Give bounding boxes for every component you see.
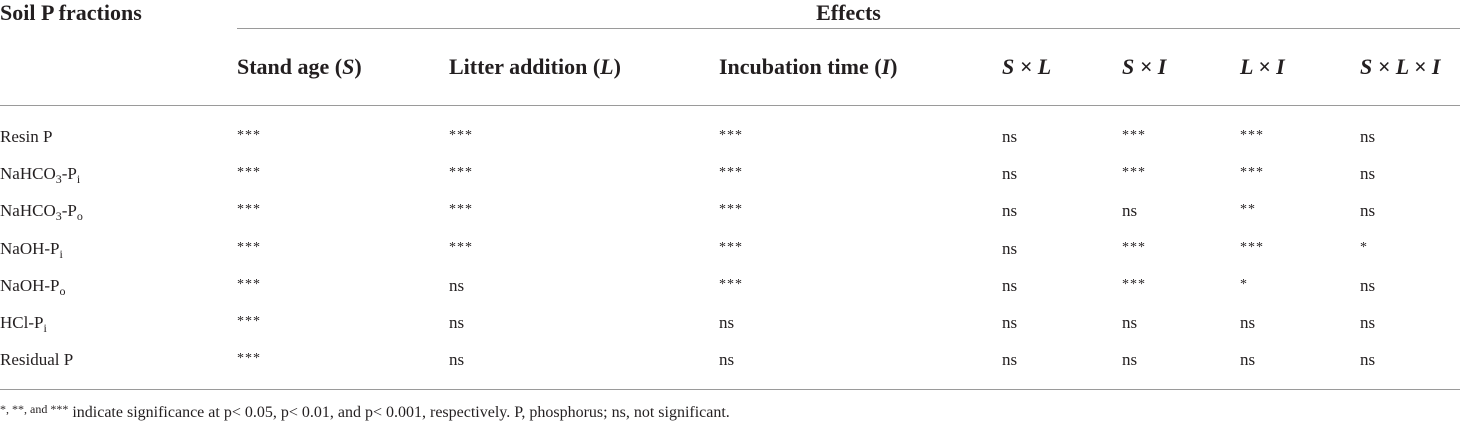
significance-table: Soil P fractions Effects Stand age (S) Li… [0, 0, 1460, 390]
significance-cell: *** [1240, 164, 1264, 180]
row-label: NaHCO3-Pi [0, 163, 81, 186]
row-label: Residual P [0, 350, 74, 370]
row-label: Resin P [0, 126, 53, 146]
effects-group-header: Effects [816, 0, 881, 25]
table-row: NaHCO3-Pi *** *** *** ns *** *** ns [0, 155, 1460, 192]
significance-cell: ns [1360, 350, 1376, 370]
significance-cell: * [1360, 239, 1368, 255]
significance-cell: *** [1122, 276, 1146, 292]
column-header: L × I [1240, 28, 1360, 106]
significance-cell: ns [449, 350, 465, 370]
significance-cell: *** [237, 276, 261, 292]
significance-cell: *** [449, 164, 473, 180]
significance-cell: ns [1122, 313, 1138, 333]
significance-cell: ns [449, 275, 465, 295]
significance-cell: *** [1122, 239, 1146, 255]
significance-cell: *** [237, 127, 261, 143]
table-row: NaOH-Po *** ns *** ns *** * ns [0, 267, 1460, 304]
significance-cell: ns [1002, 201, 1018, 221]
significance-cell: *** [1122, 164, 1146, 180]
significance-cell: *** [449, 127, 473, 143]
significance-cell: ns [1360, 275, 1376, 295]
table-row: Resin P *** *** *** ns *** *** ns [0, 106, 1460, 156]
significance-cell: ns [1122, 201, 1138, 221]
significance-cell: *** [449, 202, 473, 218]
significance-cell: *** [719, 202, 743, 218]
significance-cell: ns [1122, 350, 1138, 370]
significance-cell: ns [1002, 275, 1018, 295]
significance-cell: *** [237, 351, 261, 367]
significance-cell: ns [1002, 163, 1018, 183]
significance-cell: *** [719, 164, 743, 180]
footnote-symbols: *, **, and *** [0, 402, 69, 416]
significance-cell: *** [1122, 127, 1146, 143]
column-header: Litter addition (L) [449, 28, 719, 106]
row-label: HCl-Pi [0, 313, 47, 336]
row-label: NaOH-Pi [0, 238, 63, 261]
significance-cell: ** [1240, 202, 1256, 218]
significance-cell: *** [449, 239, 473, 255]
significance-cell: ns [1360, 201, 1376, 221]
significance-cell: *** [1240, 127, 1264, 143]
significance-cell: ns [1360, 163, 1376, 183]
footnote-text: indicate significance at p< 0.05, p< 0.0… [68, 404, 730, 421]
row-label: NaOH-Po [0, 275, 66, 298]
table-body: Resin P *** *** *** ns *** *** ns NaHCO3-Pi *** **… [0, 106, 1460, 390]
significance-cell: ns [1002, 126, 1018, 146]
significance-cell: ns [719, 350, 735, 370]
table-row: HCl-Pi *** ns ns ns ns ns ns [0, 304, 1460, 341]
significance-cell: *** [719, 127, 743, 143]
significance-cell: *** [719, 276, 743, 292]
column-header: Stand age (S) [237, 28, 449, 106]
significance-cell: ns [1002, 350, 1018, 370]
significance-cell: ns [1360, 313, 1376, 333]
table-row: NaOH-Pi *** *** *** ns *** *** * [0, 230, 1460, 267]
significance-cell: *** [237, 202, 261, 218]
significance-cell: ns [1360, 126, 1376, 146]
significance-cell: ns [449, 313, 465, 333]
significance-cell: ns [1002, 238, 1018, 258]
significance-cell: ns [1240, 350, 1256, 370]
table-row: NaHCO3-Po *** *** *** ns ns ** ns [0, 193, 1460, 230]
significance-cell: *** [237, 164, 261, 180]
column-header: Incubation time (I) [719, 28, 1002, 106]
significance-cell: ns [719, 313, 735, 333]
significance-cell: *** [237, 314, 261, 330]
table-row: Residual P *** ns ns ns ns ns ns [0, 342, 1460, 390]
significance-cell: *** [719, 239, 743, 255]
table-header: Soil P fractions Effects Stand age (S) Li… [0, 0, 1460, 106]
row-label: NaHCO3-Po [0, 201, 83, 224]
stub-header: Soil P fractions [0, 0, 142, 25]
significance-cell: *** [237, 239, 261, 255]
column-header: S × L [1002, 28, 1122, 106]
column-header: S × I [1122, 28, 1240, 106]
significance-cell: *** [1240, 239, 1264, 255]
column-header: S × L × I [1360, 28, 1460, 106]
table-footnote: *, **, and *** indicate significance at … [0, 402, 730, 422]
significance-cell: * [1240, 276, 1248, 292]
significance-cell: ns [1002, 313, 1018, 333]
significance-cell: ns [1240, 313, 1256, 333]
